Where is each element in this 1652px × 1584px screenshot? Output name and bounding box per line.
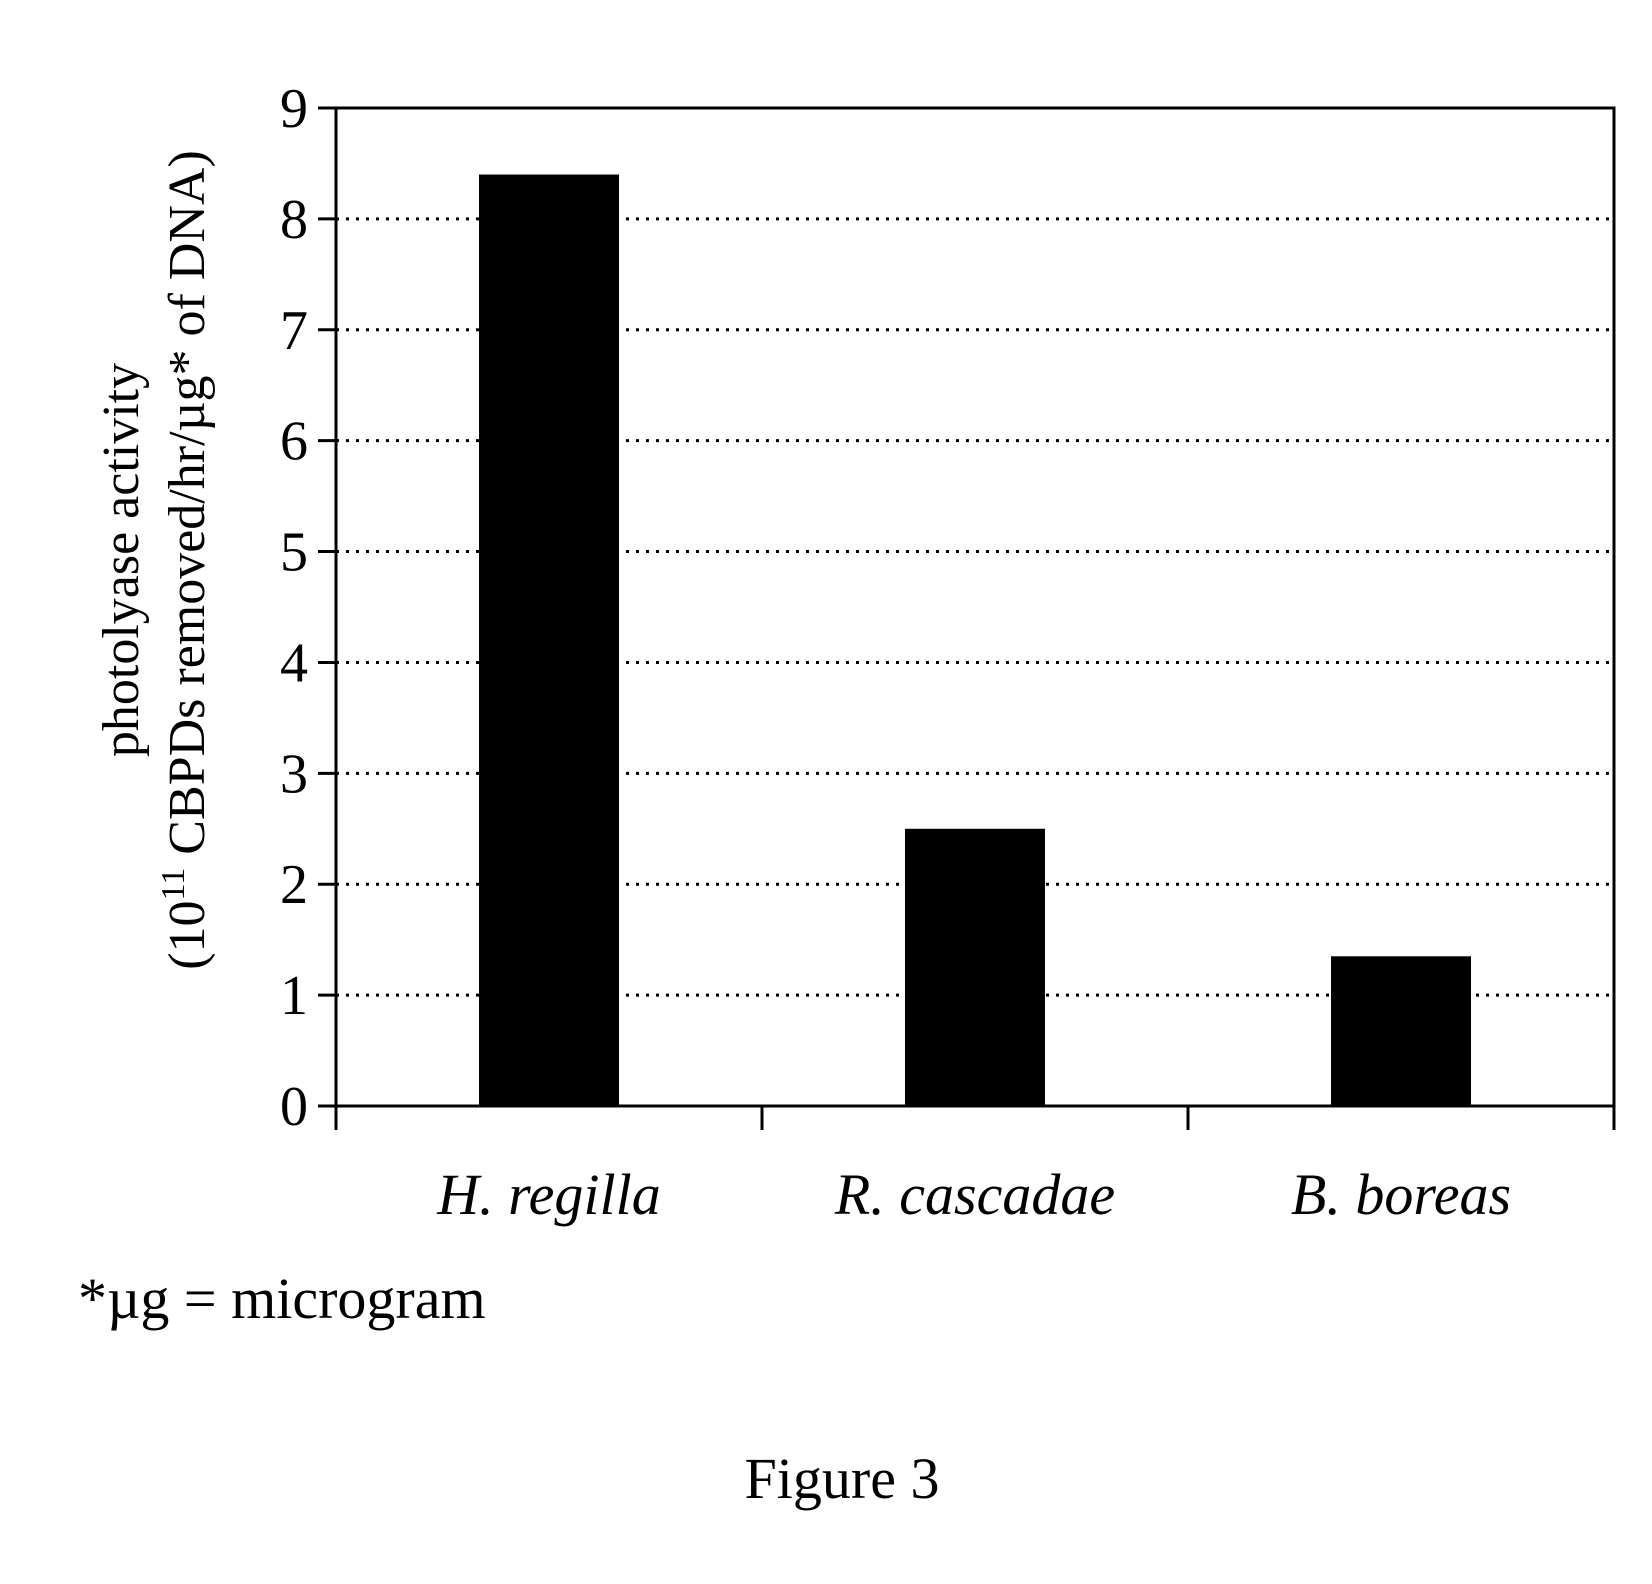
footnote: *µg = microgram (78, 1266, 486, 1331)
y-axis-title-line2: (1011 CBPDs removed/hr/µg* of DNA) (155, 150, 216, 970)
y-tick-label: 1 (280, 965, 308, 1027)
category-label: B. boreas (1291, 1162, 1511, 1227)
y-tick-label: 8 (280, 189, 308, 251)
category-label: R. cascadae (834, 1162, 1115, 1227)
y-tick-label: 3 (280, 743, 308, 805)
y-axis-title: photolyase activity (1011 CBPDs removed/… (93, 150, 216, 970)
x-tick-marks (334, 1106, 1616, 1130)
y-tick-label: 4 (280, 632, 308, 694)
y-tick-label: 9 (280, 78, 308, 140)
axes (334, 106, 1616, 1108)
y-tick-labels: 0 1 2 3 4 5 6 7 8 9 (280, 78, 336, 1138)
category-labels: H. regilla R. cascadae B. boreas (436, 1162, 1511, 1227)
y-axis-title-suffix: CBPDs removed/hr/µg* of DNA) (159, 150, 216, 867)
y-tick-label: 7 (280, 300, 308, 362)
bar-h-regilla (479, 174, 619, 1107)
y-tick-label: 6 (280, 411, 308, 473)
y-axis-title-prefix: (10 (159, 900, 216, 969)
figure-caption: Figure 3 (745, 1446, 940, 1511)
bar-b-boreas (1331, 956, 1471, 1106)
bar-r-cascadae (905, 828, 1045, 1106)
y-tick-label: 2 (280, 854, 308, 916)
plot-frame (334, 106, 1616, 1108)
y-axis-title-exponent: 11 (155, 868, 192, 901)
bars (479, 174, 1471, 1107)
category-label: H. regilla (436, 1162, 660, 1227)
y-tick-label: 5 (280, 522, 308, 584)
y-axis-title-line1: photolyase activity (93, 363, 150, 757)
y-tick-label: 0 (280, 1076, 308, 1138)
